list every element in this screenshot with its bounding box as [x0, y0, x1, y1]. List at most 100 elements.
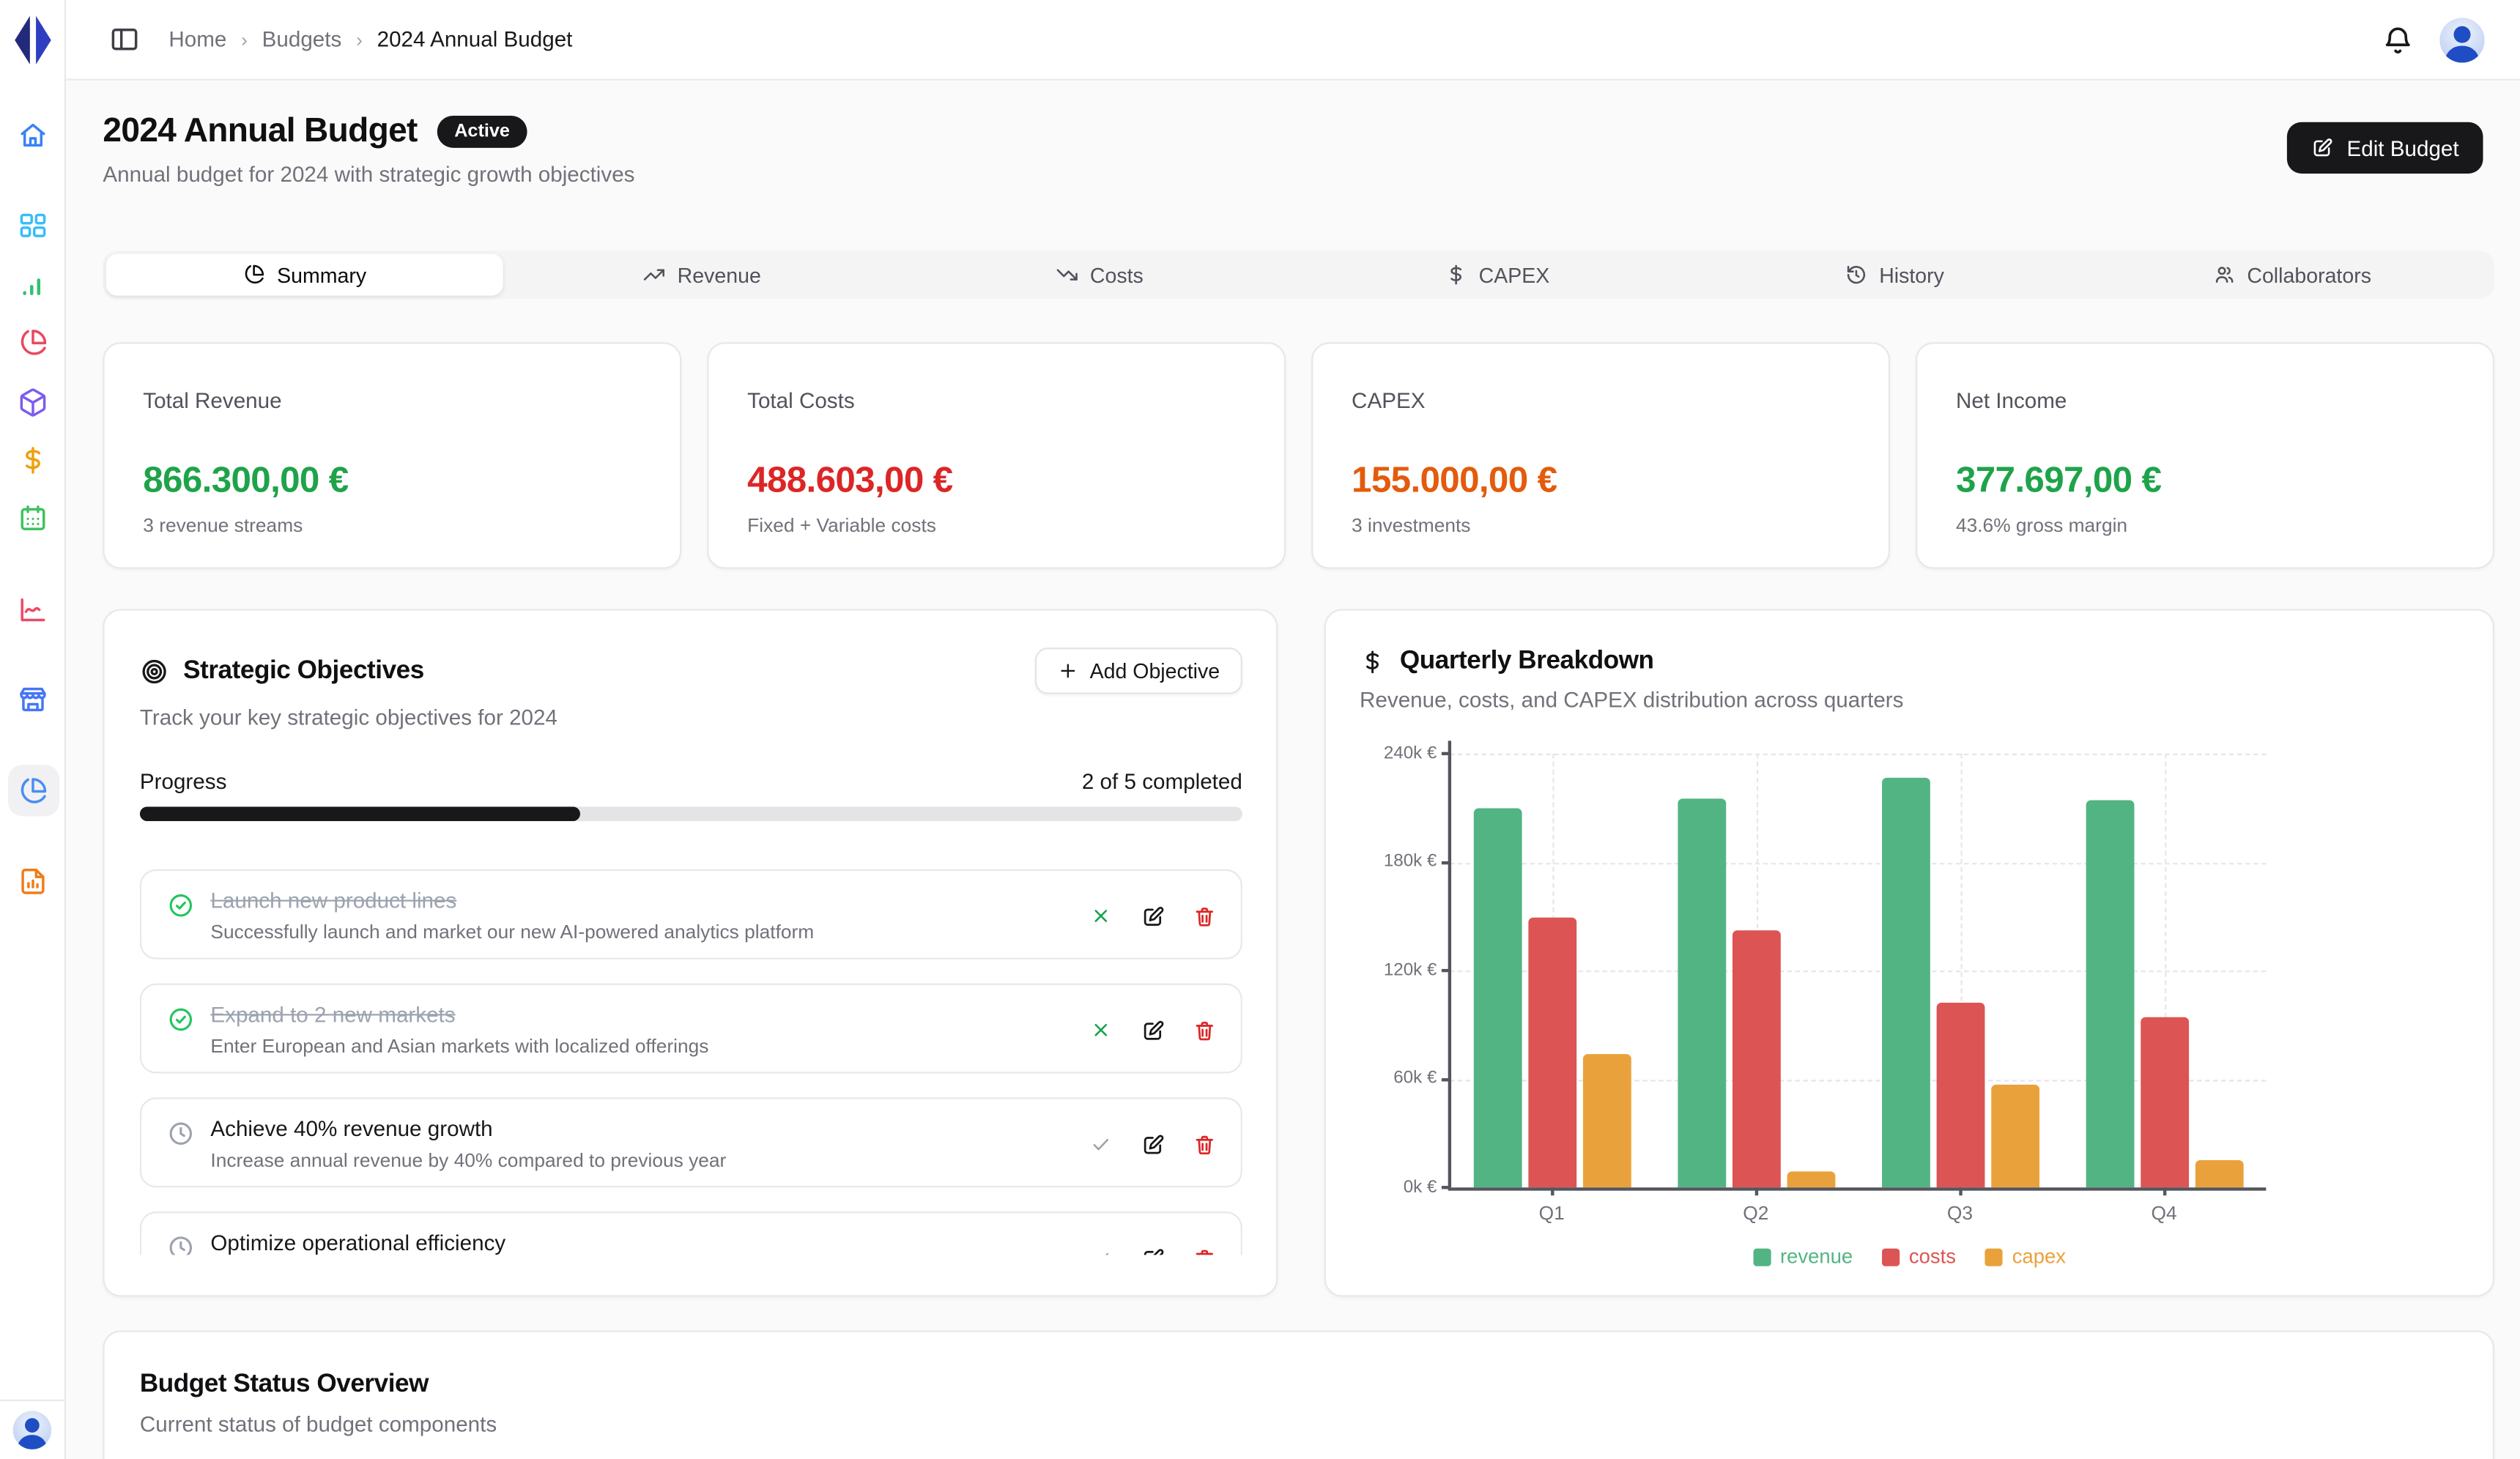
tab-collaborators[interactable]: Collaborators	[2094, 254, 2491, 296]
sidebar-item-dashboard-grid-1[interactable]	[7, 199, 59, 250]
toggle-complete-button[interactable]	[1086, 902, 1115, 930]
quarterly-bar-chart: 0k € 60k € 120k € 180k € 240k € Q1 Q2 Q3 Q4 reven…	[1326, 611, 2493, 1296]
tab-costs[interactable]: Costs	[901, 254, 1299, 296]
objective-title: Optimize operational efficiency	[210, 1230, 506, 1255]
progress-label: Progress	[139, 769, 227, 794]
sidebar-item-store-8[interactable]	[7, 673, 59, 724]
sidebar-item-dollar-5[interactable]	[7, 434, 59, 485]
sidebar-item-calendar-6[interactable]	[7, 491, 59, 543]
sidebar-item-line-chart-7[interactable]	[7, 583, 59, 634]
stat-caption: Fixed + Variable costs	[747, 514, 936, 537]
report-doc-icon	[18, 865, 48, 896]
legend-label: revenue	[1779, 1245, 1853, 1268]
legend-swatch	[1984, 1247, 2003, 1266]
toggle-complete-button[interactable]	[1086, 1244, 1115, 1255]
y-axis-tick-label: 0k €	[1403, 1177, 1437, 1197]
strategic-objectives-panel: Strategic Objectives Add Objective Track…	[103, 609, 1278, 1297]
panel-toggle-icon[interactable]	[109, 24, 140, 55]
tab-label: Collaborators	[2247, 262, 2372, 287]
panels-row: Strategic Objectives Add Objective Track…	[103, 609, 2494, 1297]
y-axis-tick	[1441, 1186, 1450, 1189]
breadcrumb-home[interactable]: Home	[168, 27, 227, 52]
budget-status-subtitle: Current status of budget components	[139, 1412, 497, 1437]
stat-label: Total Costs	[747, 388, 855, 413]
tab-label: Summary	[277, 262, 367, 287]
stat-card-total-costs: Total Costs 488.603,00 € Fixed + Variable …	[707, 342, 1286, 569]
stat-label: Total Revenue	[143, 388, 282, 413]
tab-label: CAPEX	[1478, 262, 1550, 287]
dashboard-grid-icon	[18, 209, 48, 240]
y-axis-tick-label: 180k €	[1383, 851, 1437, 872]
app-logo-icon[interactable]	[13, 15, 53, 66]
sidebar-footer	[0, 1399, 64, 1459]
sidebar	[0, 0, 66, 1459]
tab-history[interactable]: History	[1696, 254, 2094, 296]
pencil-square-icon	[1141, 1246, 1165, 1255]
chevron-right-icon: ›	[241, 28, 248, 51]
y-axis-tick-label: 120k €	[1383, 959, 1437, 980]
toggle-complete-button[interactable]	[1086, 1016, 1115, 1044]
clock-icon	[167, 1234, 194, 1255]
add-objective-button[interactable]: Add Objective	[1034, 647, 1242, 694]
y-axis	[1448, 740, 1452, 1188]
page-header: 2024 Annual Budget Active Annual budget …	[103, 113, 2483, 186]
pencil-square-icon	[1141, 1018, 1165, 1042]
sidebar-item-pie-chart-9[interactable]	[7, 765, 59, 817]
stat-value: 866.300,00 €	[143, 459, 349, 500]
stat-caption: 3 investments	[1352, 514, 1471, 537]
x-axis-tick-label: Q2	[1743, 1202, 1769, 1225]
bar-revenue-q4	[2085, 800, 2134, 1188]
trash-icon	[1192, 904, 1216, 928]
objective-row: Optimize operational efficiency	[139, 1211, 1242, 1255]
gridline	[1960, 753, 1962, 1188]
bar-costs-q1	[1527, 917, 1576, 1188]
user-avatar-icon[interactable]	[12, 1411, 52, 1449]
stat-card-net-income: Net Income 377.697,00 € 43.6% gross margin	[1916, 342, 2494, 569]
sidebar-item-report-doc-10[interactable]	[7, 855, 59, 906]
bell-icon[interactable]	[2382, 23, 2414, 56]
tab-bar: Summary Revenue Costs CAPEX History Collabora…	[103, 250, 2494, 300]
stat-card-capex: CAPEX 155.000,00 € 3 investments	[1311, 342, 1891, 569]
toggle-complete-button[interactable]	[1086, 1129, 1115, 1158]
sidebar-item-pie-chart-3[interactable]	[7, 316, 59, 368]
edit-objective-button[interactable]	[1138, 1129, 1166, 1158]
gridline	[1449, 862, 2267, 864]
sidebar-item-bar-chart-2[interactable]	[7, 259, 59, 310]
user-avatar-icon[interactable]	[2439, 17, 2485, 62]
x-axis-tick-label: Q1	[1538, 1202, 1565, 1225]
chevron-right-icon: ›	[356, 28, 363, 51]
edit-objective-button[interactable]	[1138, 1244, 1166, 1255]
gridline	[1449, 1079, 2267, 1081]
clock-icon	[167, 1120, 194, 1147]
sidebar-item-cube-4[interactable]	[7, 376, 59, 427]
delete-objective-button[interactable]	[1189, 1244, 1218, 1255]
pencil-square-icon	[1141, 904, 1165, 928]
edit-objective-button[interactable]	[1138, 902, 1166, 930]
gridline	[1449, 753, 2267, 756]
delete-objective-button[interactable]	[1189, 1016, 1218, 1044]
check-circle-icon	[167, 892, 194, 919]
tab-revenue[interactable]: Revenue	[503, 254, 901, 296]
delete-objective-button[interactable]	[1189, 902, 1218, 930]
tab-capex[interactable]: CAPEX	[1299, 254, 1697, 296]
progress-bar-fill	[139, 806, 581, 822]
trash-icon	[1192, 1246, 1216, 1255]
bar-costs-q3	[1935, 1002, 1984, 1188]
sidebar-item-home-0[interactable]	[7, 109, 59, 160]
dollar-icon	[1360, 649, 1385, 675]
edit-budget-button[interactable]: Edit Budget	[2287, 122, 2483, 174]
tab-summary[interactable]: Summary	[105, 253, 504, 296]
breadcrumb-budgets[interactable]: Budgets	[262, 27, 342, 52]
edit-objective-button[interactable]	[1138, 1016, 1166, 1044]
stat-card-total-revenue: Total Revenue 866.300,00 € 3 revenue strea…	[103, 342, 682, 569]
objective-title: Expand to 2 new markets	[210, 1002, 456, 1027]
delete-objective-button[interactable]	[1189, 1129, 1218, 1158]
objective-title: Achieve 40% revenue growth	[210, 1116, 493, 1141]
objective-actions	[1086, 1099, 1218, 1189]
objective-title: Launch new product lines	[210, 888, 457, 913]
bar-costs-q2	[1731, 930, 1780, 1188]
objective-actions	[1086, 871, 1218, 961]
y-axis-tick	[1441, 968, 1450, 973]
objective-description: Successfully launch and market our new A…	[210, 921, 815, 943]
